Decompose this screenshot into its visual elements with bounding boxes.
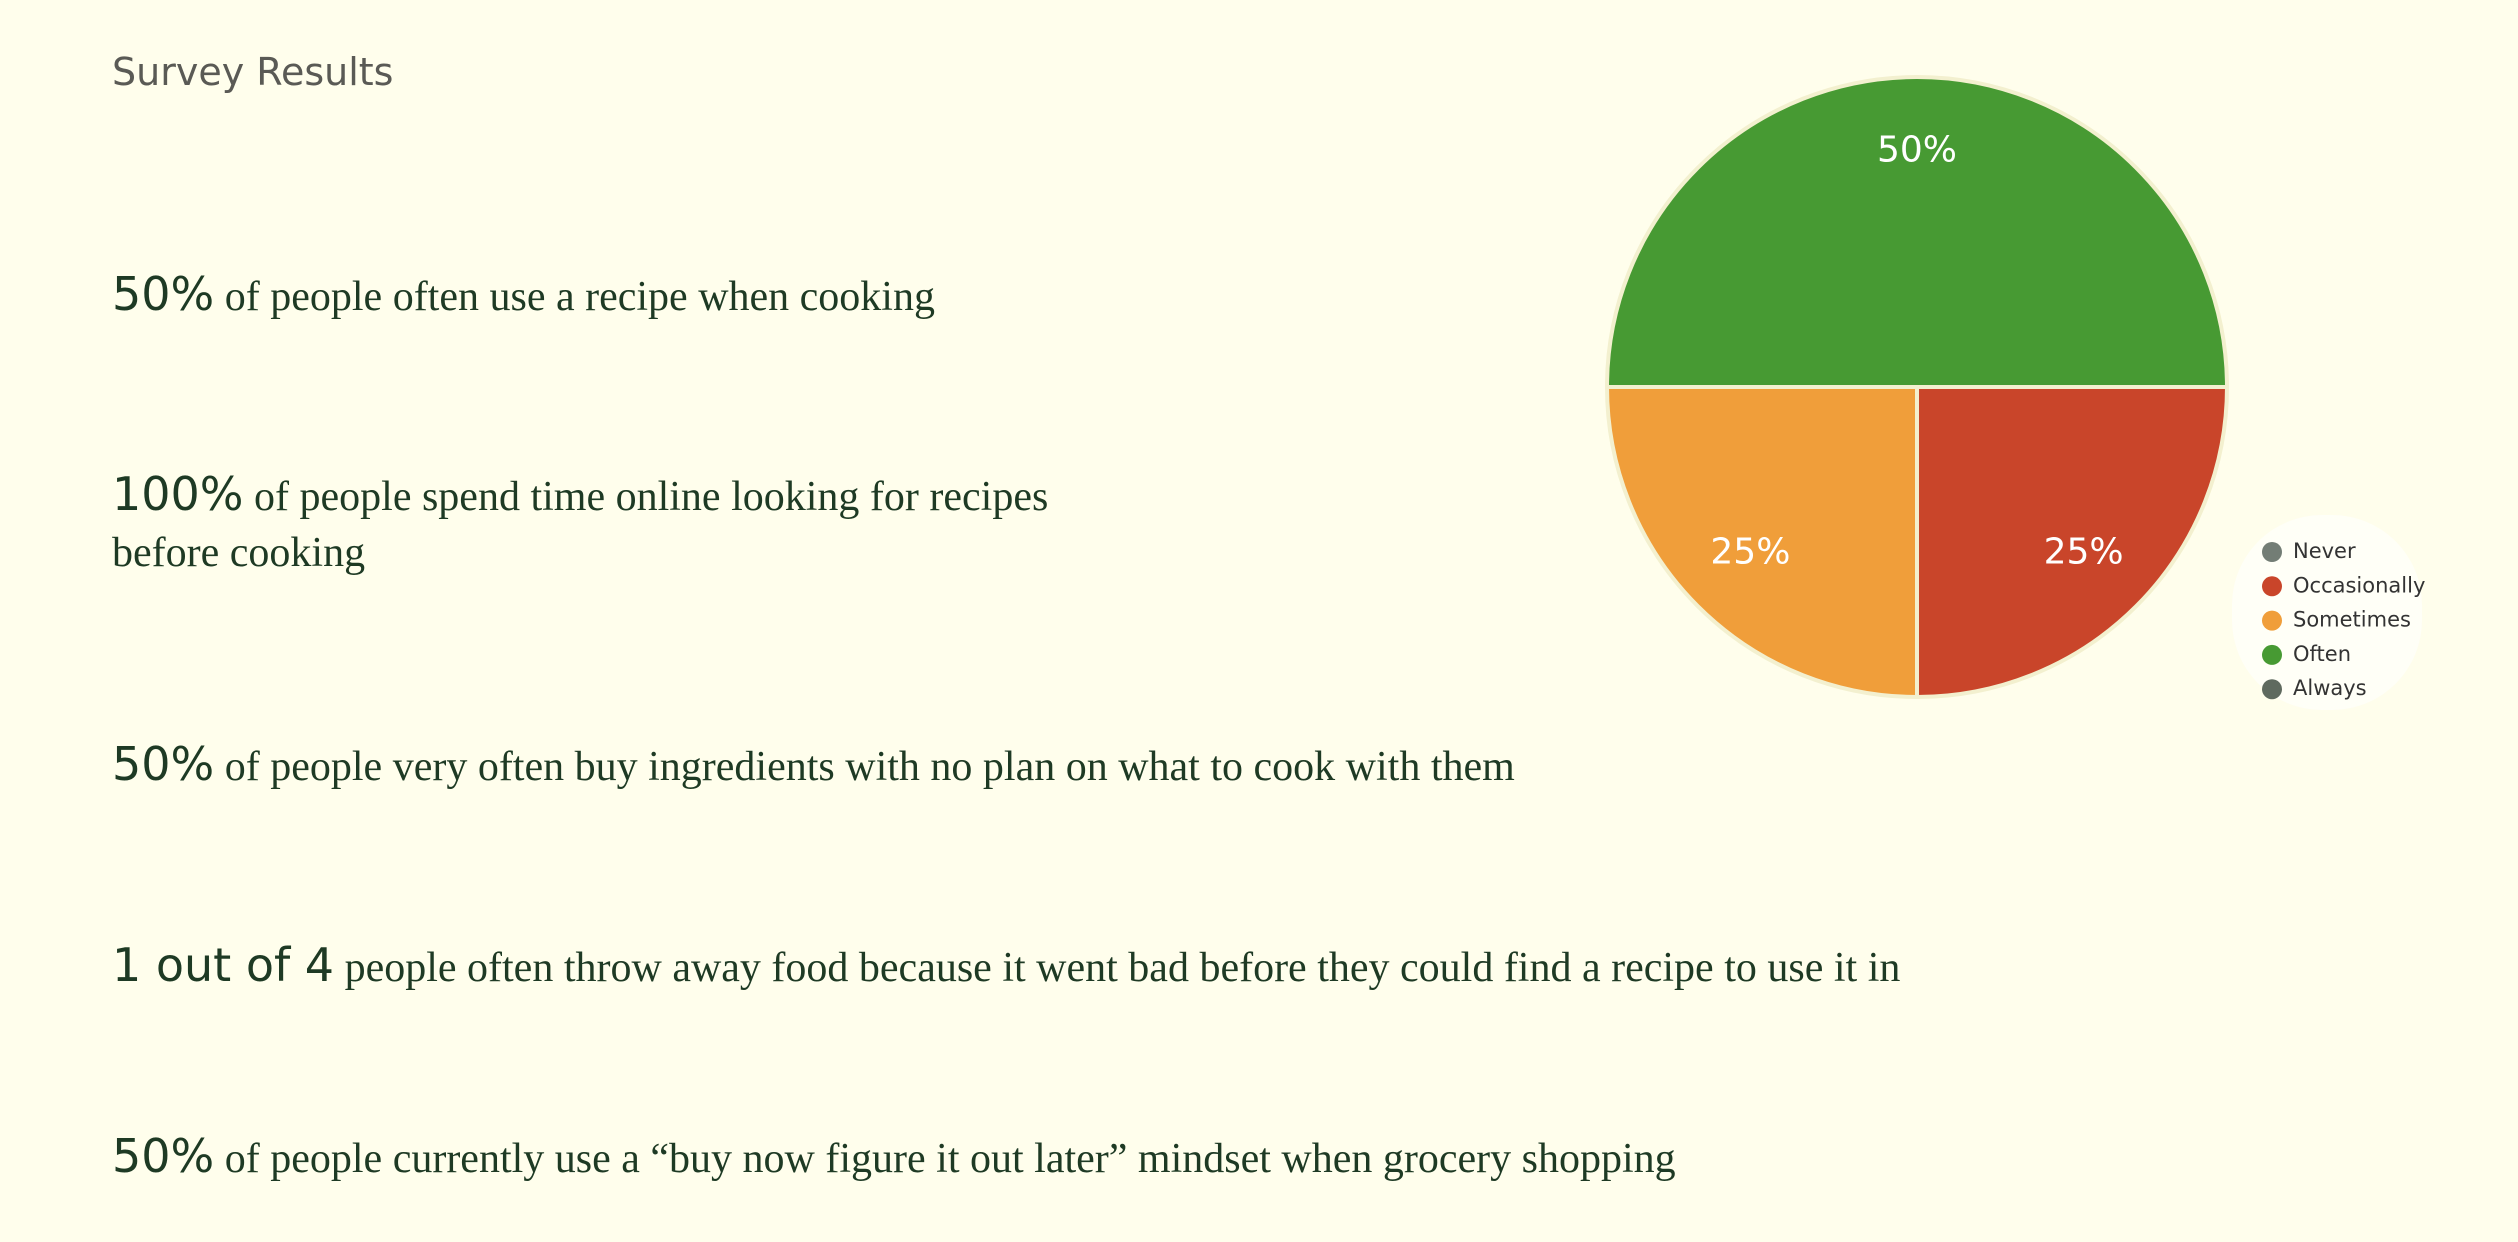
stat: 100% of people spend time online looking…	[112, 466, 1152, 581]
stat-highlight: 50%	[112, 1129, 215, 1183]
stat-highlight: 100%	[112, 467, 244, 521]
legend-label: Sometimes	[2293, 608, 2411, 632]
stat: 50% of people often use a recipe when co…	[112, 266, 1412, 325]
legend-label: Never	[2293, 539, 2356, 563]
stat: 50% of people very often buy ingredients…	[112, 736, 2012, 795]
legend-swatch	[2262, 610, 2282, 631]
stat-text: of people very often buy ingredients wit…	[224, 744, 1515, 790]
slice-label: 50%	[1877, 129, 1957, 170]
slice-label: 25%	[1710, 532, 1790, 573]
legend-swatch	[2262, 576, 2282, 597]
stat-highlight: 1 out of 4	[112, 938, 335, 992]
stat-text: people often throw away food because it …	[344, 945, 1901, 991]
stat: 1 out of 4 people often throw away food …	[112, 937, 2412, 996]
legend-label: Often	[2293, 642, 2351, 666]
stat: 50% of people currently use a “buy now f…	[112, 1128, 2412, 1187]
pie-slice	[1915, 385, 2230, 700]
legend-swatch	[2262, 679, 2282, 700]
stat-highlight: 50%	[112, 267, 215, 321]
stat-text: of people spend time online looking for …	[112, 474, 1049, 576]
legend-swatch	[2262, 542, 2282, 562]
stat-text: of people often use a recipe when cookin…	[224, 274, 935, 320]
stat-highlight: 50%	[112, 737, 215, 791]
legend-label: Always	[2293, 676, 2367, 700]
slice-label: 25%	[2044, 532, 2124, 573]
legend-label: Occasionally	[2293, 573, 2425, 597]
pie-slice	[1604, 75, 2230, 389]
legend-swatch	[2262, 644, 2282, 665]
pie-slice	[1604, 385, 1919, 700]
page-title: Survey Results	[112, 50, 394, 94]
stat-text: of people currently use a “buy now figur…	[224, 1136, 1676, 1182]
